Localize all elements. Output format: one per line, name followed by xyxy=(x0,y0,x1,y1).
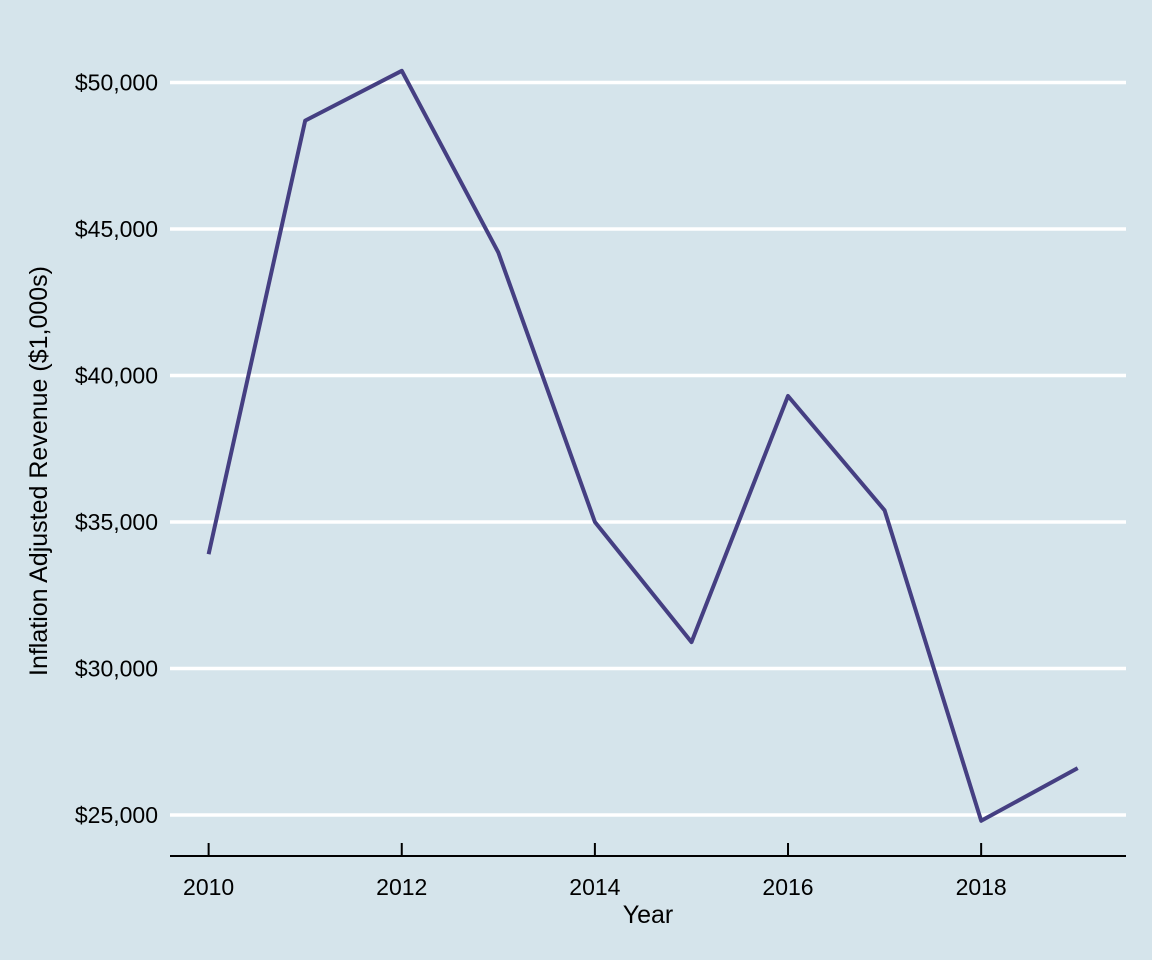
x-tick-labels: 2010 2012 2014 2016 2018 xyxy=(183,874,1007,900)
series-line xyxy=(206,68,1079,823)
y-tick-label: $50,000 xyxy=(75,70,158,96)
x-tick-label: 2014 xyxy=(569,874,620,900)
x-axis-title: Year xyxy=(623,901,674,929)
x-tick-label: 2016 xyxy=(762,874,813,900)
y-axis-title: Inflation Adjusted Revenue ($1,000s) xyxy=(25,266,53,676)
x-tick-label: 2010 xyxy=(183,874,234,900)
y-tick-label: $30,000 xyxy=(75,655,158,681)
x-tick-label: 2018 xyxy=(956,874,1007,900)
x-tick-label: 2012 xyxy=(376,874,427,900)
y-tick-labels: $25,000 $30,000 $35,000 $40,000 $45,000 $50,0… xyxy=(75,70,158,828)
series-group xyxy=(206,68,1079,823)
x-ticks xyxy=(207,843,983,856)
y-gridlines xyxy=(170,80,1126,817)
y-tick-label: $45,000 xyxy=(75,216,158,242)
y-tick-label: $40,000 xyxy=(75,362,158,388)
y-tick-label: $25,000 xyxy=(75,802,158,828)
y-tick-label: $35,000 xyxy=(75,509,158,535)
